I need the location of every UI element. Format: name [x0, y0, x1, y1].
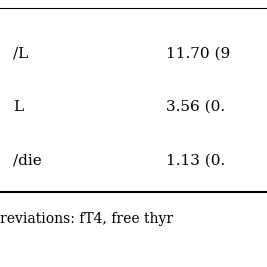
- Text: L: L: [13, 100, 23, 114]
- Text: /die: /die: [13, 153, 42, 167]
- Text: 3.56 (0.: 3.56 (0.: [166, 100, 225, 114]
- Text: 1.13 (0.: 1.13 (0.: [166, 153, 225, 167]
- Text: reviations: fT4, free thyr: reviations: fT4, free thyr: [0, 212, 173, 226]
- Text: 11.70 (9: 11.70 (9: [166, 46, 230, 60]
- Text: /L: /L: [13, 46, 29, 60]
